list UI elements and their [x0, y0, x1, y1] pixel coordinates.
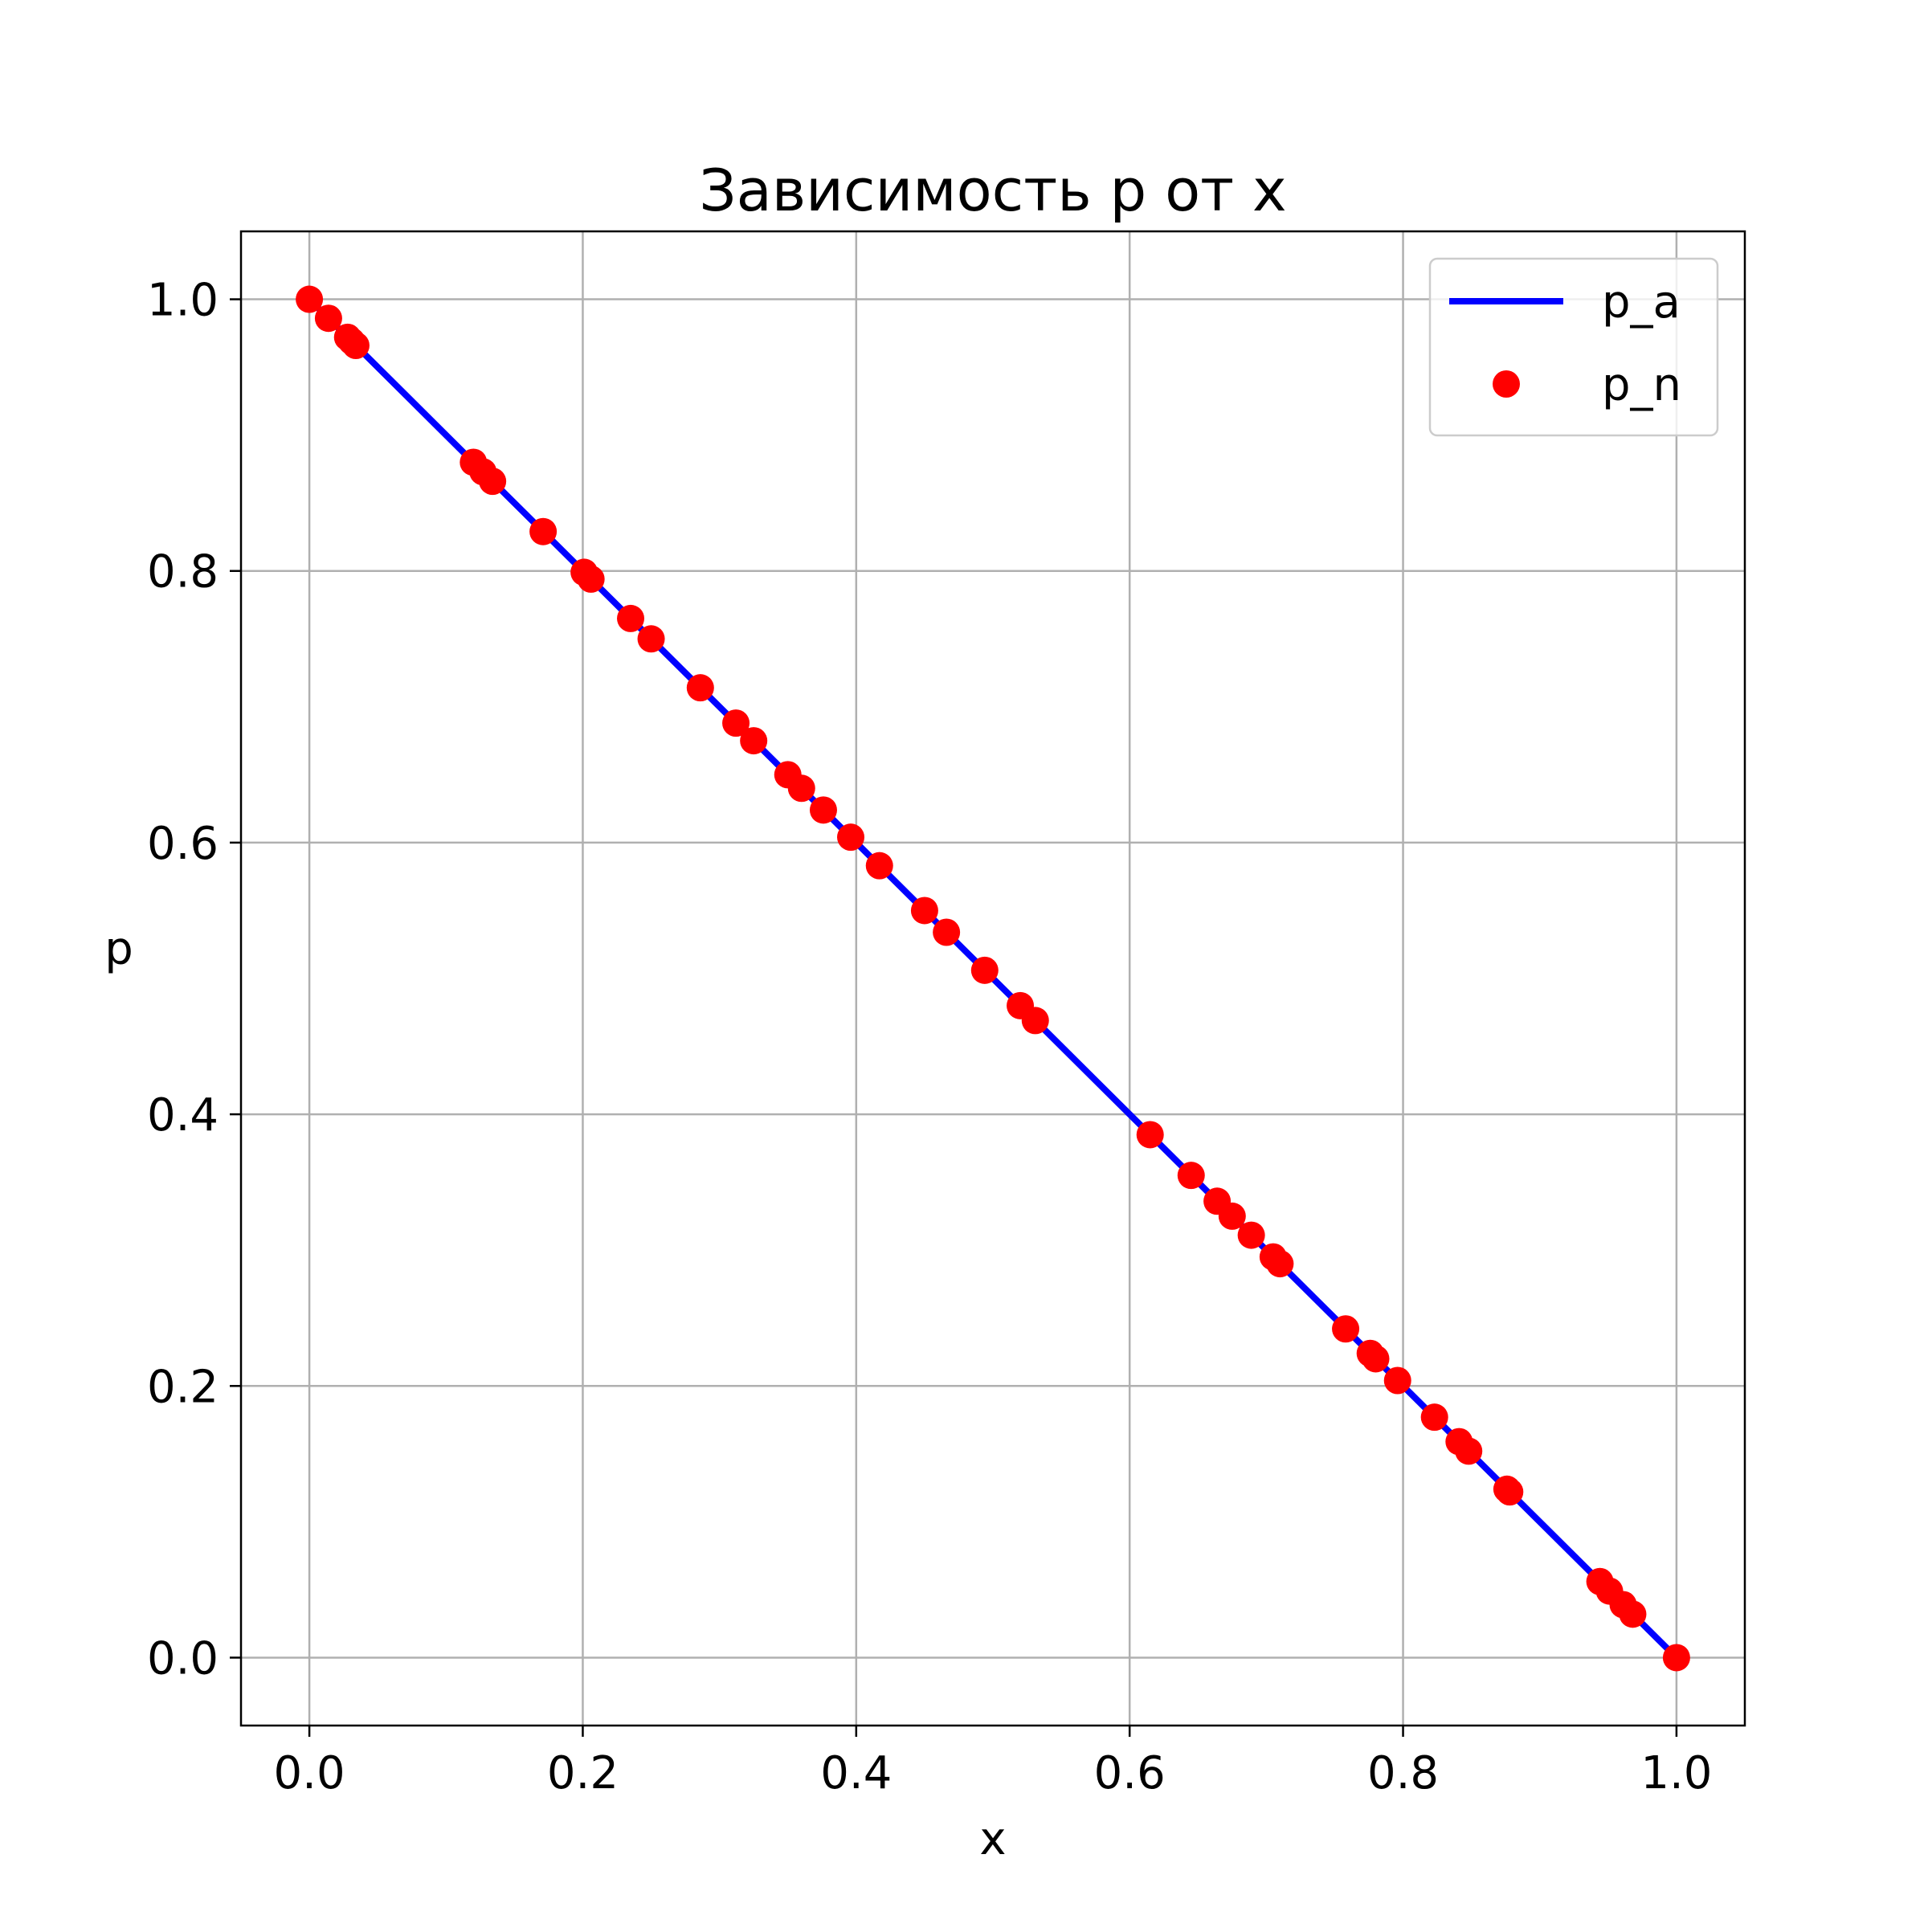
chart-title: Зависимость p от x: [699, 157, 1286, 224]
grid: [241, 231, 1745, 1726]
plot-frame: [239, 230, 1746, 1727]
data-point-p-n: [1237, 1221, 1265, 1249]
data-point-p-n: [865, 852, 893, 880]
data-point-p-n: [740, 727, 768, 755]
data-point-p-n: [1218, 1202, 1246, 1230]
data-point-p-n: [1332, 1315, 1360, 1343]
legend-marker-swatch: [1493, 370, 1520, 398]
legend: p_a p_n: [1428, 257, 1719, 437]
y-tick-label: 0.6: [147, 818, 219, 870]
x-tick-label: 0.0: [274, 1747, 345, 1799]
data-point-p-n: [1362, 1345, 1390, 1373]
data-point-p-n: [296, 285, 324, 313]
data-point-p-n: [1383, 1366, 1411, 1395]
data-point-p-n: [722, 709, 750, 737]
data-point-p-n: [314, 304, 342, 333]
data-point-p-n: [1455, 1437, 1483, 1465]
data-point-p-n: [1496, 1478, 1524, 1506]
data-point-p-n: [970, 956, 999, 984]
data-point-p-n: [837, 823, 865, 852]
x-tick-label: 0.4: [820, 1747, 892, 1799]
x-tick-label: 0.8: [1367, 1747, 1439, 1799]
data-point-p-n: [787, 774, 815, 803]
data-point-p-n: [686, 674, 714, 702]
data-point-p-n: [1662, 1644, 1690, 1672]
x-tick-label: 0.2: [547, 1747, 619, 1799]
legend-label-p-n: p_n: [1602, 359, 1681, 411]
data-point-p-n: [933, 918, 961, 946]
x-axis-label: x: [979, 1813, 1006, 1865]
data-point-p-n: [341, 332, 370, 360]
data-point-p-n: [529, 517, 558, 545]
x-tick-label: 1.0: [1640, 1747, 1712, 1799]
plot-series: [296, 285, 1690, 1672]
data-point-p-n: [910, 897, 938, 925]
data-point-p-n: [1021, 1007, 1049, 1035]
data-point-p-n: [1177, 1162, 1205, 1190]
legend-label-p-a: p_a: [1602, 276, 1681, 329]
y-tick-label: 1.0: [147, 275, 219, 327]
y-tick-label: 0.8: [147, 546, 219, 598]
data-point-p-n: [809, 796, 837, 824]
data-point-p-n: [1266, 1250, 1294, 1278]
data-point-p-n: [617, 604, 645, 632]
data-point-p-n: [1619, 1600, 1647, 1628]
data-point-p-n: [637, 625, 665, 653]
x-tick-label: 0.6: [1094, 1747, 1166, 1799]
y-tick-label: 0.2: [147, 1361, 219, 1413]
y-tick-label: 0.4: [147, 1089, 219, 1142]
data-point-p-n: [479, 468, 507, 496]
y-axis-label: p: [104, 923, 133, 975]
data-point-p-n: [1420, 1403, 1448, 1432]
y-tick-label: 0.0: [147, 1632, 219, 1685]
data-point-p-n: [577, 565, 605, 593]
axis-ticks: 0.0 0.2 0.4 0.6 0.8 1.0 0.0 0.2 0.4 0.6 0.8 1.0: [147, 275, 1713, 1799]
data-point-p-n: [1136, 1121, 1164, 1149]
